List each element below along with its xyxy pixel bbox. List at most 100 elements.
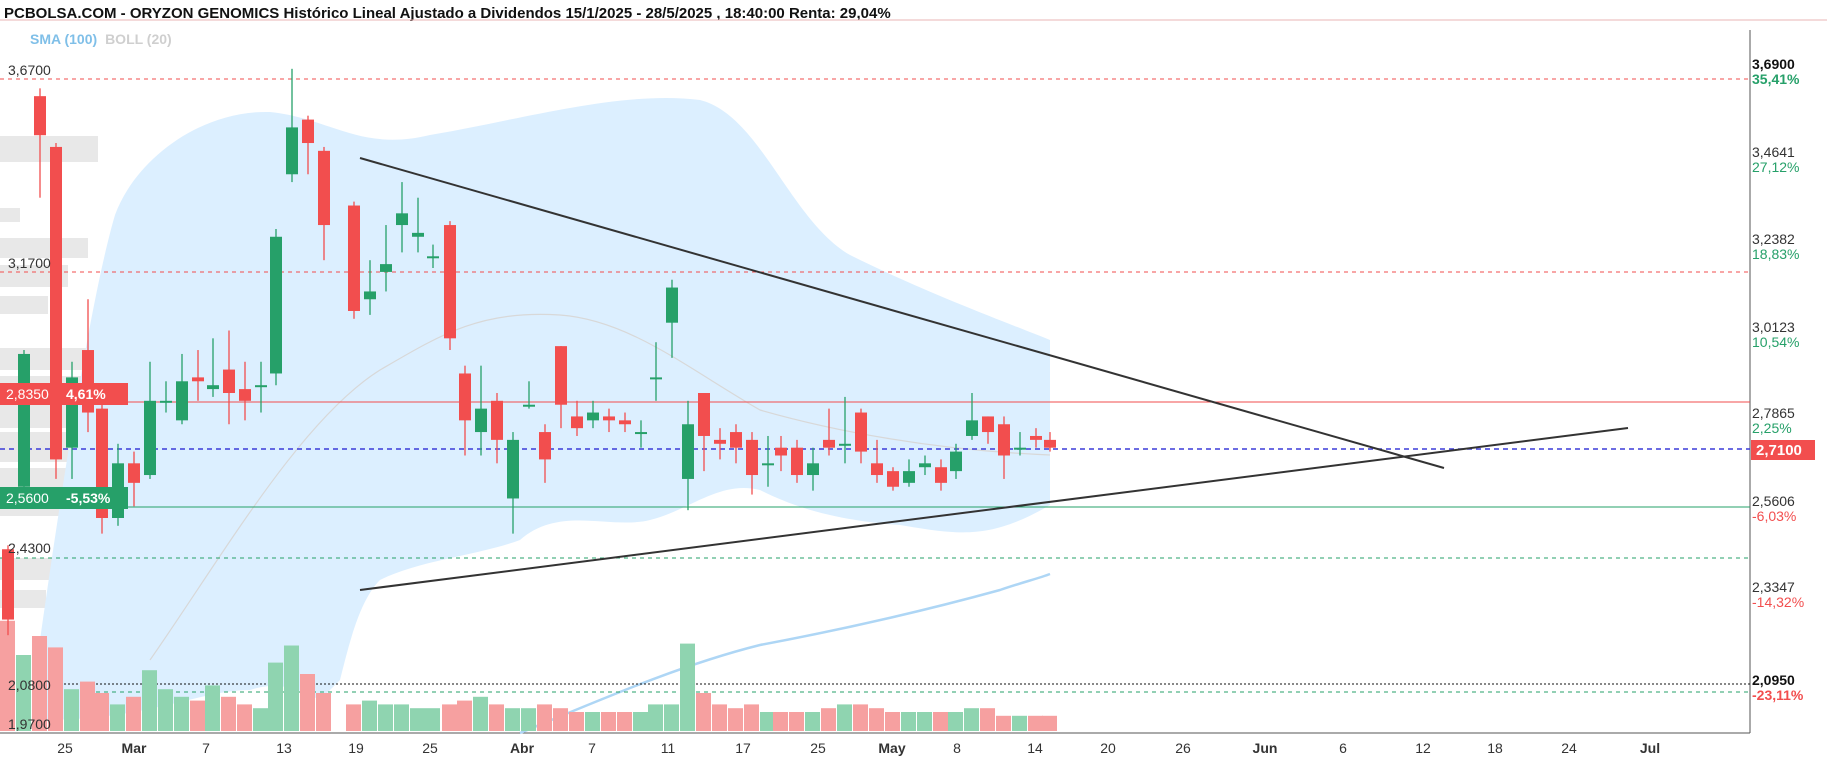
candle [318, 146, 330, 261]
candle [270, 228, 282, 386]
volume-bar [158, 689, 173, 731]
candle-body [935, 467, 947, 483]
volume-bar [457, 700, 472, 731]
candle-body [682, 424, 694, 479]
candle-body [160, 400, 172, 403]
x-tick-label: 12 [1415, 740, 1431, 756]
candle [903, 459, 915, 487]
candle [427, 244, 439, 269]
volume-bar [805, 712, 820, 731]
candle [730, 424, 742, 464]
axis-pct: 27,12% [1752, 159, 1799, 175]
volume-bar [996, 715, 1011, 731]
candle-body [666, 287, 678, 323]
volume-bar [537, 704, 552, 731]
level-label: 2,0800 [8, 677, 51, 693]
badge-price: 2,5600 [6, 490, 49, 506]
candle-body [207, 385, 219, 390]
trendlines[interactable] [359, 157, 1629, 591]
candle [444, 221, 456, 351]
sma-line [519, 572, 1051, 735]
x-tick-label: 18 [1487, 740, 1503, 756]
candle-body [823, 439, 835, 448]
volume-bar [601, 712, 616, 731]
candle-body [714, 439, 726, 444]
candle-body [459, 373, 471, 421]
candle-body [698, 393, 710, 436]
candle-body [348, 205, 360, 311]
candle [823, 408, 835, 456]
candle-body [50, 146, 62, 460]
volume-bar [773, 712, 788, 731]
volume-bar [869, 708, 884, 731]
candle-body [412, 232, 424, 237]
volume-bar [174, 696, 189, 731]
candle [650, 342, 662, 401]
x-tick-label: May [878, 740, 905, 756]
volume-bar [901, 712, 916, 731]
volume-bar [664, 704, 679, 731]
volume-bar [346, 704, 361, 731]
candle [935, 459, 947, 491]
candle-body [1014, 447, 1026, 450]
volume-bar [885, 712, 900, 731]
candle [396, 182, 408, 253]
axis-price: 2,7865 [1752, 405, 1795, 421]
volume-bar [205, 685, 220, 731]
candle [746, 432, 758, 495]
volume-bar [648, 704, 663, 731]
x-tick-label: 25 [810, 740, 826, 756]
candle [18, 350, 30, 507]
candle-body [270, 236, 282, 374]
volume-bar [316, 693, 331, 731]
badge-upper: 2,8350 4,61% [0, 383, 128, 405]
last-price-label: 2,7100 [1756, 442, 1802, 459]
axis-price: 3,4641 [1752, 144, 1795, 160]
volume-bar [253, 708, 268, 731]
volume-bar [126, 696, 141, 731]
left-level-labels: 3,6700 3,1700 2,4300 2,0800 1,9700 [8, 62, 51, 732]
candle-body [380, 264, 392, 272]
x-tick-label: 6 [1339, 740, 1347, 756]
candle-body [619, 420, 631, 425]
badge-lower: 2,5600 -5,53% [0, 487, 128, 509]
volume-bar [190, 700, 205, 731]
level-label: 3,1700 [8, 255, 51, 271]
legend-sma[interactable]: SMA (100) [30, 31, 98, 47]
volume-bar [110, 704, 125, 731]
candle [507, 432, 519, 534]
candle [2, 545, 14, 636]
x-tick-label: Jul [1640, 740, 1660, 756]
candle [286, 68, 298, 183]
volume-bar [744, 704, 759, 731]
candle [302, 115, 314, 175]
volume-bar [284, 645, 299, 731]
candle [176, 353, 188, 425]
x-tick-label: 13 [276, 740, 292, 756]
candle-body [919, 463, 931, 468]
axis-price: 3,0123 [1752, 319, 1795, 335]
candle [887, 467, 899, 491]
candle-body [396, 213, 408, 226]
candle [919, 455, 931, 476]
candle [950, 443, 962, 479]
volume-bar [221, 696, 236, 731]
volume-bar [569, 712, 584, 731]
candle-body [18, 353, 30, 487]
bollinger-band-area [40, 98, 1050, 720]
volume-bar [980, 708, 995, 731]
volume-bar [933, 712, 948, 731]
x-tick-label: Abr [510, 740, 535, 756]
candle-body [444, 225, 456, 339]
axis-price: 2,5606 [1752, 493, 1795, 509]
candle-body [523, 404, 535, 407]
x-tick-label: 20 [1100, 740, 1116, 756]
x-tick-label: 17 [735, 740, 751, 756]
volume-bar [853, 704, 868, 731]
volume-bar [378, 704, 393, 731]
legend-boll[interactable]: BOLL (20) [105, 31, 172, 47]
candle-body [1030, 435, 1042, 440]
candle [207, 338, 219, 397]
candle-body [603, 416, 615, 421]
